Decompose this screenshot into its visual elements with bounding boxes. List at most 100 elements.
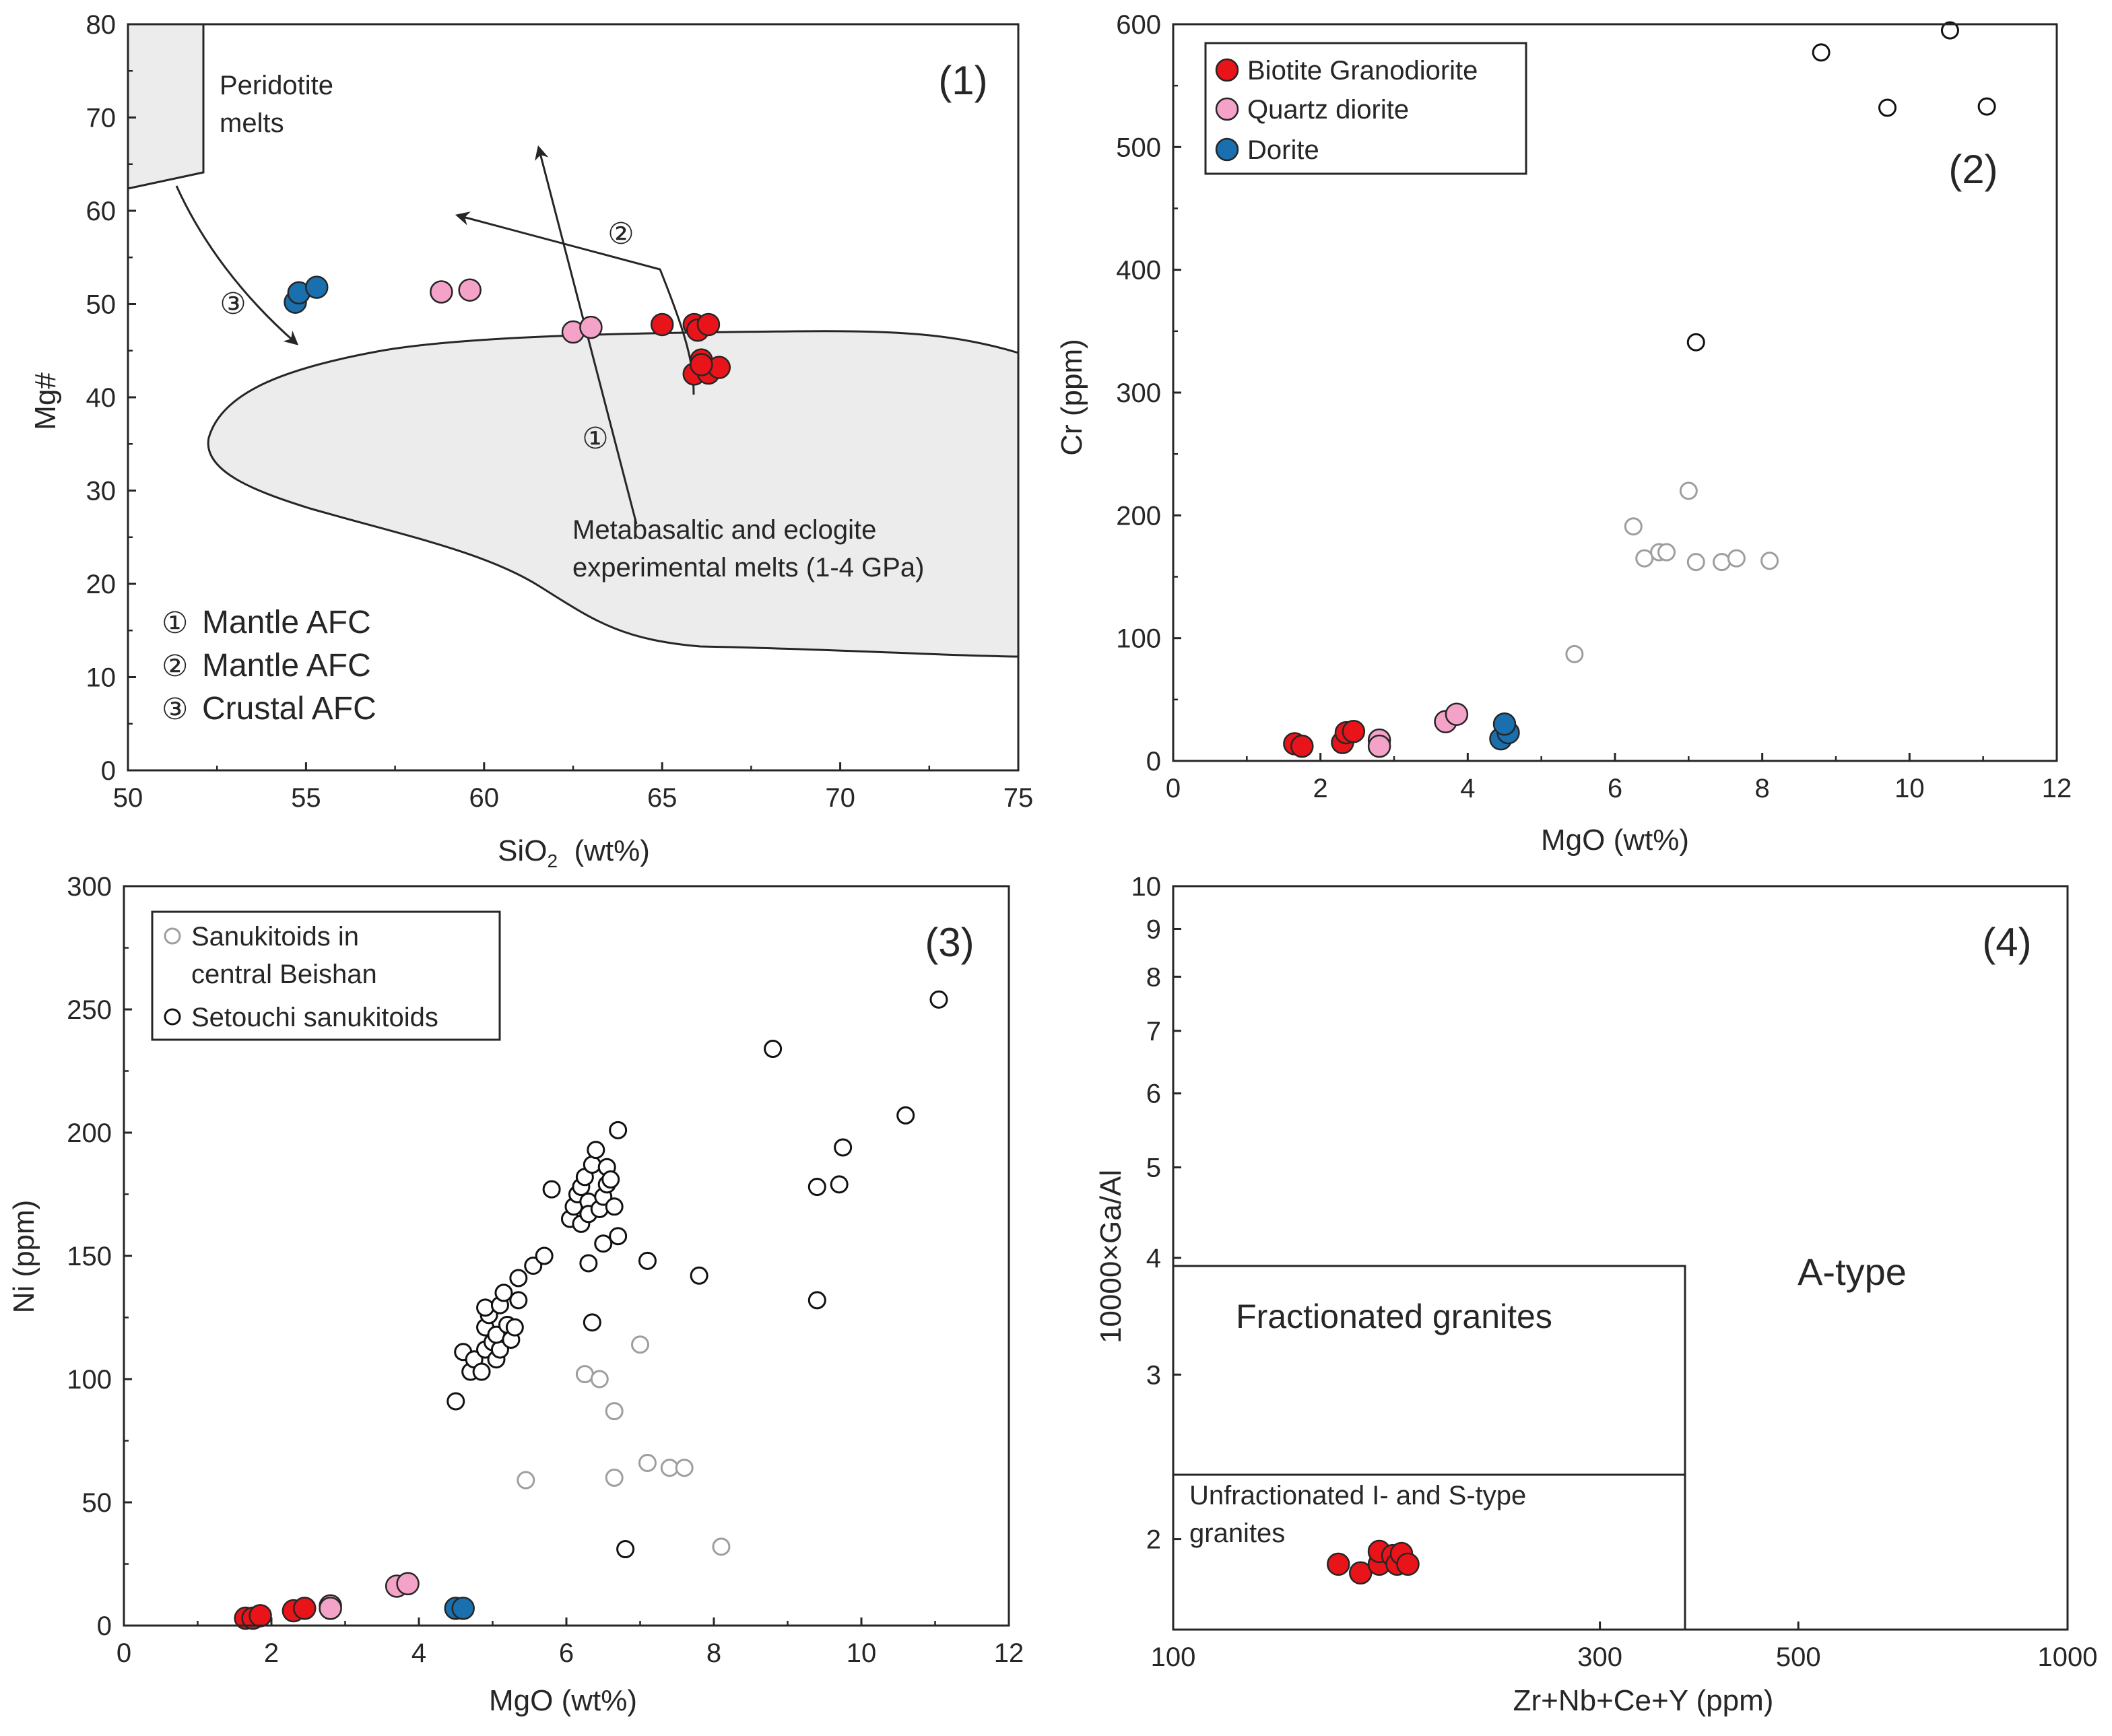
y-tick-label: 20 [86,570,117,599]
panel-2-legend-box [1204,42,1527,175]
afc-legend-1-marker: ① [162,607,188,640]
setouchi-data-point [601,1170,620,1189]
setouchi-data-point [476,1298,495,1317]
metabasalt-label-line-2: experimental melts (1-4 GPa) [572,553,924,582]
x-tick-label: 1000 [2038,1642,2098,1672]
y-tick-label: 100 [67,1365,112,1395]
biotite-data-point [1396,1552,1420,1576]
x-tick-label: 6 [559,1638,574,1668]
y-tick-label: 500 [1116,133,1161,162]
biotite-data-point [249,1604,272,1628]
biotite-data-point [696,312,721,337]
biotite-data-point [650,312,674,337]
beishan-data-point [712,1537,731,1556]
y-tick-label: 8 [1146,962,1161,992]
legend-biotite-label: Biotite Granodiorite [1247,56,1478,86]
x-tick-label: 10 [847,1638,877,1668]
y-tick-label: 80 [86,10,117,40]
setouchi-data-point [605,1197,624,1216]
y-tick-label: 7 [1146,1017,1161,1046]
y-tick-label: 100 [1116,624,1161,654]
legend-quartz-label: Quartz diorite [1247,95,1409,125]
y-tick-label: 50 [82,1488,112,1518]
biotite-data-point [1342,719,1366,743]
quartz-data-point [1367,734,1391,758]
x-tick-label: 0 [117,1638,131,1668]
x-tick-label: 300 [1577,1642,1622,1672]
setouchi-data-point [509,1291,528,1310]
y-tick-label: 30 [86,477,117,506]
unfractionated-label-line-2: granites [1189,1518,1285,1548]
y-tick-label: 0 [1146,747,1161,776]
setouchi-data-point [830,1175,849,1194]
setouchi-data-point [834,1138,853,1157]
setouchi-data-point [535,1246,554,1265]
legend-dorite-label: Dorite [1247,135,1319,165]
panel-4-ga-al-discrimination: A-type Fractionated granites Unfractiona… [1094,872,2097,1717]
y-tick-label: 40 [86,383,117,413]
beishan-data-point [675,1459,694,1477]
panel-4-y-axis-title: 10000×Ga/Al [1094,1170,1127,1343]
afc-legend-3-text: Crustal AFC [202,691,376,727]
panel-3-number: (3) [925,920,974,965]
setouchi-data-point [616,1540,635,1559]
panel-3-y-axis-title: Ni (ppm) [7,1200,40,1314]
panel-3-mgo-ni: Sanukitoids in central Beishan Setouchi … [7,872,1024,1717]
y-tick-label: 0 [97,1611,112,1641]
setouchi-data-point [472,1362,491,1381]
panel-3-legend-box [151,910,501,1041]
beishan-data-point [1727,549,1746,568]
legend-beishan-label-line-2: central Beishan [191,960,377,989]
beishan-data-point [575,1365,594,1384]
setouchi-data-point [524,1257,543,1275]
x-tick-label: 65 [647,783,678,813]
setouchi-data-point [1940,21,1959,40]
panel-1-sio2-mg: ① ② ③ Peridotite melts Metabasaltic and … [29,10,1033,871]
x-tick-label: 2 [1313,774,1328,803]
panel-2-y-axis-title: Cr (ppm) [1055,339,1088,456]
arrow-3-crustal-afc [175,185,299,345]
quartz-data-point [396,1572,420,1596]
p4-axes-frame [1172,885,2069,1631]
setouchi-data-point [764,1040,783,1059]
afc-legend-3-marker: ③ [162,693,188,726]
quartz-data-point [458,278,482,302]
y-tick-label: 5 [1146,1154,1161,1183]
afc-legend-2-text: Mantle AFC [202,648,371,683]
setouchi-data-point [1878,98,1897,117]
x-tick-label: 8 [1755,774,1770,803]
metabasalt-label-line-1: Metabasaltic and eclogite [572,515,876,545]
biotite-data-point [1327,1552,1350,1576]
x-tick-label: 4 [411,1638,426,1668]
x-tick-label: 100 [1151,1642,1196,1672]
panel-4-plot-area: A-type Fractionated granites Unfractiona… [1172,920,2032,1631]
panel-3-plot-area: Sanukitoids in central Beishan Setouchi … [151,910,975,1630]
y-tick-label: 250 [67,995,112,1025]
quartz-data-point [1445,702,1469,726]
legend-beishan-label-line-1: Sanukitoids in [191,922,359,952]
y-tick-label: 200 [67,1119,112,1148]
legend-setouchi-label: Setouchi sanukitoids [191,1003,438,1032]
y-tick-label: 400 [1116,256,1161,286]
setouchi-data-point [638,1251,657,1270]
panel-2-number: (2) [1948,147,1998,192]
setouchi-data-point [447,1392,465,1411]
arrow-1-marker: ① [582,422,608,455]
biotite-data-point [690,353,713,376]
y-tick-label: 10 [1131,872,1162,902]
setouchi-data-point [1812,43,1830,62]
y-tick-label: 6 [1146,1079,1161,1109]
setouchi-data-point [609,1227,628,1246]
setouchi-data-point [807,1178,826,1197]
legend-setouchi-marker [164,1008,181,1026]
beishan-data-point [1713,553,1731,572]
panel-1-number: (1) [938,58,987,103]
dorite-data-point [451,1597,475,1620]
peridotite-label-line-2: melts [220,108,284,138]
setouchi-data-point [505,1318,524,1337]
x-tick-label: 2 [264,1638,279,1668]
y-tick-label: 9 [1146,914,1161,944]
arrow-2-marker: ② [607,218,634,251]
legend-quartz-marker [1215,97,1239,121]
setouchi-data-point [494,1283,513,1302]
